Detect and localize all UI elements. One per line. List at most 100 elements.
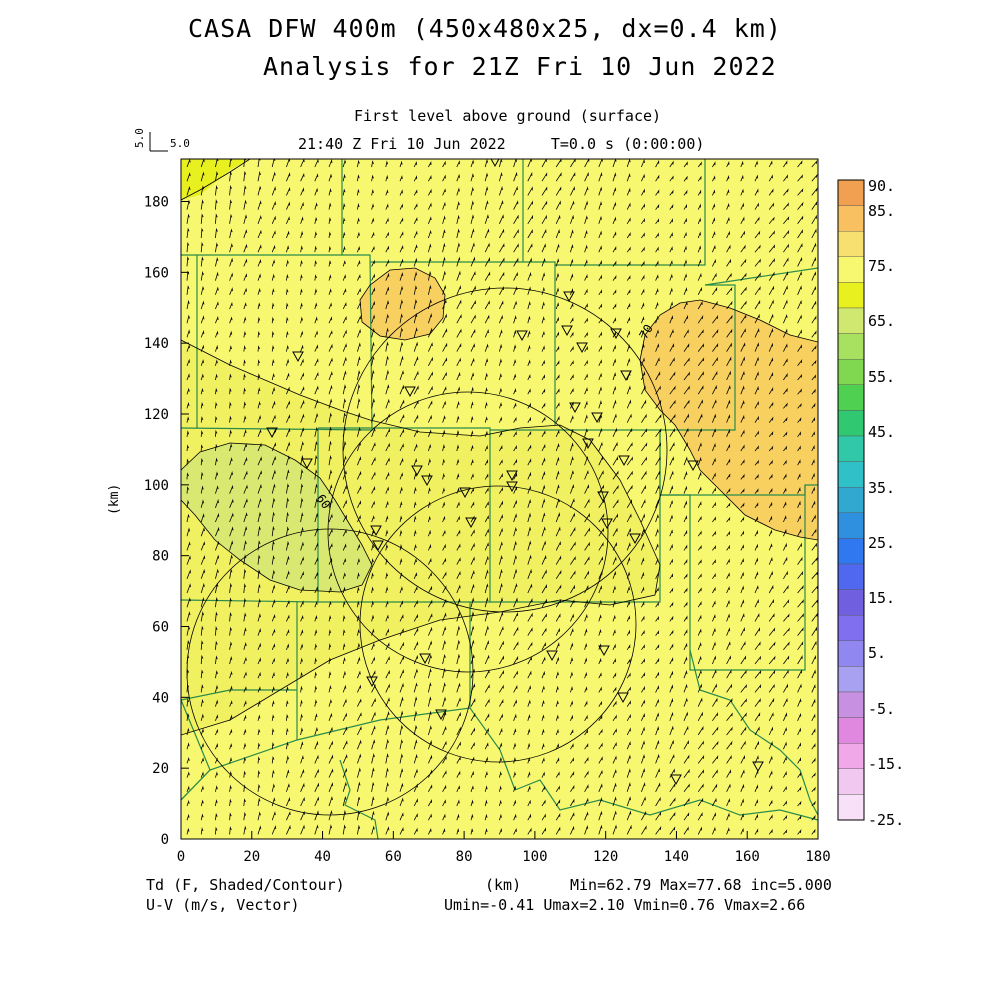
wind-vector-arrow xyxy=(442,215,446,224)
wind-vector-arrow xyxy=(442,598,447,608)
wind-vector-arrow xyxy=(271,244,276,253)
wind-vector-arrow xyxy=(271,554,275,565)
wind-vector-arrow xyxy=(641,357,645,366)
wind-vector-arrow xyxy=(484,430,488,437)
wind-vector-arrow xyxy=(570,642,574,650)
wind-vector-arrow xyxy=(342,586,346,594)
wind-vector-arrow xyxy=(768,386,774,395)
wind-vector-arrow xyxy=(726,216,730,224)
wind-vector-arrow xyxy=(726,712,733,722)
wind-vector-arrow xyxy=(229,498,234,508)
wind-vector-arrow xyxy=(655,159,660,168)
wind-vector-arrow xyxy=(314,498,318,508)
wind-vector-arrow xyxy=(584,770,589,778)
wind-vector-arrow xyxy=(697,530,702,537)
wind-vector-arrow xyxy=(726,613,730,622)
wind-vector-arrow xyxy=(797,160,803,168)
wind-vector-arrow xyxy=(598,810,603,821)
wind-vector-arrow xyxy=(726,399,731,409)
wind-vector-arrow xyxy=(555,540,561,551)
wind-vector-arrow xyxy=(797,712,802,721)
wind-vector-arrow xyxy=(342,470,347,480)
wind-vector-arrow xyxy=(186,486,190,494)
wind-vector-arrow xyxy=(626,231,631,239)
wind-vector-arrow xyxy=(797,329,802,338)
wind-vector-arrow xyxy=(626,275,631,281)
wind-vector-arrow xyxy=(669,442,675,452)
wind-vector-arrow xyxy=(513,757,516,764)
wind-vector-arrow xyxy=(399,655,405,665)
wind-vector-arrow xyxy=(811,772,816,778)
wind-vector-arrow xyxy=(456,785,460,792)
wind-vector-arrow xyxy=(186,285,190,295)
wind-vector-arrow xyxy=(257,200,262,210)
wind-vector-arrow xyxy=(570,671,573,679)
wind-vector-arrow xyxy=(413,486,417,494)
wind-vector-arrow xyxy=(669,259,673,267)
wind-vector-arrow xyxy=(783,402,788,409)
wind-vector-arrow xyxy=(712,530,717,537)
wind-vector-arrow xyxy=(811,486,815,494)
wind-vector-arrow xyxy=(811,330,817,338)
wind-vector-arrow xyxy=(499,771,502,778)
wind-vector-arrow xyxy=(484,654,490,665)
wind-vector-arrow xyxy=(271,728,275,736)
wind-vector-arrow xyxy=(655,456,661,466)
wind-vector-arrow xyxy=(314,768,319,778)
wind-vector-arrow xyxy=(598,657,602,665)
wind-vector-arrow xyxy=(797,373,803,381)
wind-vector-arrow xyxy=(598,484,604,494)
wind-vector-arrow xyxy=(314,159,319,168)
wind-vector-arrow xyxy=(683,601,688,608)
wind-vector-arrow xyxy=(712,329,719,338)
wind-vector-arrow xyxy=(555,498,560,508)
wind-vector-arrow xyxy=(768,799,773,807)
wind-vector-arrow xyxy=(797,359,803,367)
wind-vector-arrow xyxy=(229,756,232,764)
wind-vector-arrow xyxy=(484,625,489,636)
wind-vector-arrow xyxy=(541,243,546,253)
wind-vector-arrow xyxy=(697,515,702,523)
wind-vector-arrow xyxy=(768,570,773,579)
wind-vector-arrow xyxy=(484,228,490,239)
wind-vector-arrow xyxy=(811,160,818,168)
wind-vector-arrow xyxy=(555,642,560,650)
wind-vector-arrow xyxy=(612,358,616,366)
wind-vector-arrow xyxy=(740,612,745,622)
wind-vector-arrow xyxy=(513,373,517,381)
wind-vector-arrow xyxy=(257,387,261,395)
wind-vector-arrow xyxy=(342,754,348,764)
wind-vector-arrow xyxy=(768,543,773,551)
wind-vector-arrow xyxy=(413,299,418,310)
wind-vector-arrow xyxy=(754,202,759,210)
wind-vector-arrow xyxy=(413,654,419,665)
wind-vector-arrow xyxy=(314,810,319,821)
wind-vector-arrow xyxy=(655,260,659,267)
wind-vector-arrow xyxy=(399,203,403,210)
wind-vector-arrow xyxy=(328,498,333,508)
wind-vector-arrow xyxy=(286,727,289,736)
wind-vector-arrow xyxy=(300,372,305,381)
wind-vector-arrow xyxy=(328,513,333,523)
wind-vector-arrow xyxy=(740,571,744,579)
wind-vector-arrow xyxy=(697,175,702,182)
wind-vector-arrow xyxy=(612,782,617,792)
wind-vector-arrow xyxy=(598,441,603,452)
wind-vector-arrow xyxy=(257,756,261,764)
wind-vector-arrow xyxy=(215,257,219,267)
wind-vector-arrow xyxy=(442,667,446,679)
wind-vector-arrow xyxy=(286,526,289,537)
wind-vector-arrow xyxy=(612,769,617,778)
wind-vector-arrow xyxy=(499,813,502,821)
wind-vector-arrow xyxy=(371,486,376,494)
wind-vector-arrow xyxy=(286,469,290,480)
wind-vector-arrow xyxy=(342,274,346,281)
wind-vector-arrow xyxy=(612,260,617,267)
wind-vector-arrow xyxy=(428,414,432,423)
wind-vector-arrow xyxy=(527,359,531,366)
wind-vector-arrow xyxy=(456,400,460,409)
wind-vector-arrow xyxy=(655,615,660,622)
wind-vector-arrow xyxy=(598,796,603,807)
x-tick-label: 140 xyxy=(664,849,689,865)
wind-vector-arrow xyxy=(513,388,517,395)
